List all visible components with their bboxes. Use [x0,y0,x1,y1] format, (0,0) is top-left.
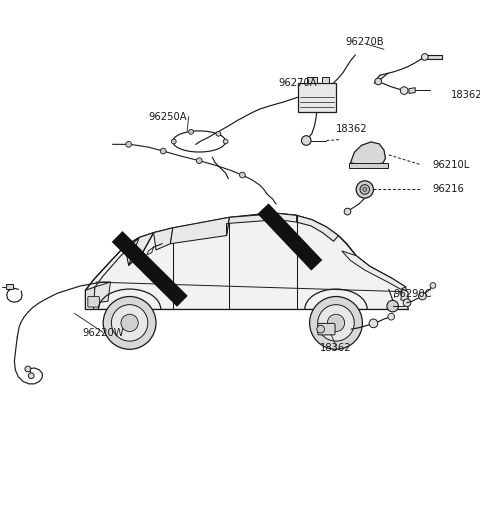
FancyBboxPatch shape [88,296,99,307]
Circle shape [403,299,411,306]
Polygon shape [350,142,385,165]
Polygon shape [170,217,229,244]
Circle shape [363,188,367,191]
Text: 18362: 18362 [336,125,368,134]
Circle shape [430,282,436,288]
Circle shape [318,305,354,341]
Circle shape [196,158,202,164]
Polygon shape [94,282,110,303]
Bar [298,83,336,111]
Circle shape [327,314,345,331]
Circle shape [25,366,31,372]
Polygon shape [297,215,338,241]
FancyBboxPatch shape [318,324,335,335]
Circle shape [121,314,138,331]
Polygon shape [409,88,415,93]
Circle shape [126,142,132,147]
Circle shape [189,129,193,134]
Text: 96216: 96216 [432,184,464,194]
Circle shape [171,139,176,144]
Polygon shape [147,247,154,255]
Circle shape [301,135,311,145]
Circle shape [28,373,34,379]
Text: 96220W: 96220W [83,328,124,339]
Text: 18362: 18362 [320,343,352,353]
Polygon shape [85,287,95,309]
Circle shape [356,181,373,198]
Polygon shape [342,251,406,289]
Circle shape [223,139,228,144]
Circle shape [103,296,156,349]
Text: 96290C: 96290C [394,289,432,299]
Circle shape [387,300,398,312]
Polygon shape [227,214,297,235]
Bar [6,284,13,289]
Circle shape [160,148,166,154]
Polygon shape [427,55,442,59]
Circle shape [360,184,370,194]
Text: 18362: 18362 [451,90,480,100]
Polygon shape [401,289,408,301]
Polygon shape [85,214,408,309]
Circle shape [310,296,362,349]
Circle shape [388,313,395,320]
Polygon shape [129,233,154,265]
Circle shape [344,208,351,215]
Text: 96210L: 96210L [432,160,469,170]
Circle shape [369,319,378,328]
Bar [349,163,388,168]
Bar [322,77,329,83]
Circle shape [216,131,221,136]
Circle shape [375,78,382,85]
Circle shape [111,305,148,341]
Text: 96250A: 96250A [149,111,187,121]
Polygon shape [154,228,173,250]
Text: 96270A: 96270A [278,78,317,88]
Circle shape [419,292,426,300]
Circle shape [317,325,324,333]
Circle shape [400,86,408,94]
Circle shape [421,54,428,60]
Text: 96270B: 96270B [346,37,384,47]
Circle shape [240,172,245,178]
Bar [307,77,317,83]
